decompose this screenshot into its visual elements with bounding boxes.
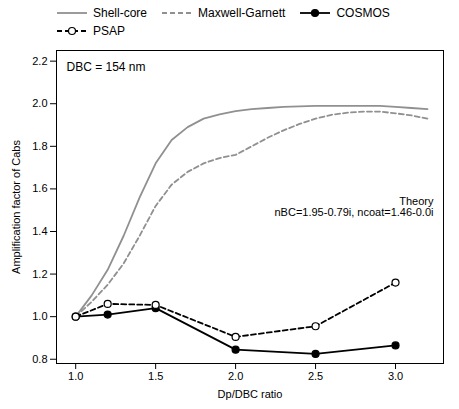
svg-text:2.0: 2.0	[32, 97, 47, 109]
svg-text:1.2: 1.2	[32, 268, 47, 280]
svg-text:Amplification factor of Cabs: Amplification factor of Cabs	[10, 140, 22, 274]
html-text:Shell-core: Shell-core	[93, 6, 147, 20]
svg-text:1.5: 1.5	[148, 370, 163, 382]
html-text:COSMOS: COSMOS	[336, 6, 390, 20]
html-text:Maxwell-Garnett: Maxwell-Garnett	[198, 6, 286, 20]
svg-text:2.2: 2.2	[32, 55, 47, 67]
svg-text:1.0: 1.0	[68, 370, 83, 382]
svg-text:3.0: 3.0	[388, 370, 403, 382]
svg-text:Dp/DBC ratio: Dp/DBC ratio	[218, 388, 283, 400]
svg-text:1.6: 1.6	[32, 182, 47, 194]
svg-text:1.8: 1.8	[32, 140, 47, 152]
svg-text:1.4: 1.4	[32, 225, 47, 237]
svg-text:DBC = 154 nm: DBC = 154 nm	[67, 60, 146, 74]
svg-text:1.0: 1.0	[32, 310, 47, 322]
svg-text:2.5: 2.5	[308, 370, 323, 382]
svg-text:0.8: 0.8	[32, 353, 47, 365]
html-text:PSAP: PSAP	[93, 24, 125, 38]
svg-text:TheorynBC=1.95-0.79i, ncoat=1.: TheorynBC=1.95-0.79i, ncoat=1.46-0.0i	[274, 195, 434, 218]
svg-text:2.0: 2.0	[228, 370, 243, 382]
